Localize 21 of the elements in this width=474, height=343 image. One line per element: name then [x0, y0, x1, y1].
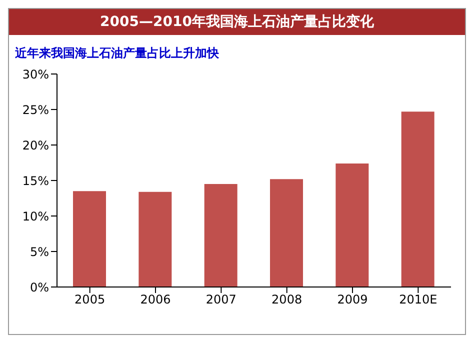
bar [270, 179, 303, 287]
bar [138, 192, 172, 287]
x-tick-label: 2010E [399, 292, 438, 307]
bar [336, 163, 369, 287]
x-tick-label: 2007 [206, 292, 236, 307]
bar [204, 184, 238, 287]
x-tick-label: 2006 [140, 292, 171, 307]
bar [401, 112, 434, 287]
y-tick-label: 20% [22, 138, 49, 152]
x-tick-label: 2005 [74, 292, 106, 307]
chart-subtitle: 近年来我国海上石油产量占比上升加快 [14, 45, 220, 62]
y-tick-label: 0% [30, 280, 49, 294]
y-tick-label: 10% [22, 209, 49, 224]
y-tick-label: 5% [30, 244, 49, 259]
x-tick-label: 2008 [272, 292, 302, 307]
y-tick-label: 30% [22, 67, 49, 82]
x-tick-label: 2009 [337, 292, 368, 307]
y-tick-label: 15% [22, 174, 49, 188]
chart-title: 2005—2010年我国海上石油产量占比变化 [9, 9, 465, 35]
bar [73, 191, 106, 287]
y-tick-label: 25% [22, 102, 49, 117]
